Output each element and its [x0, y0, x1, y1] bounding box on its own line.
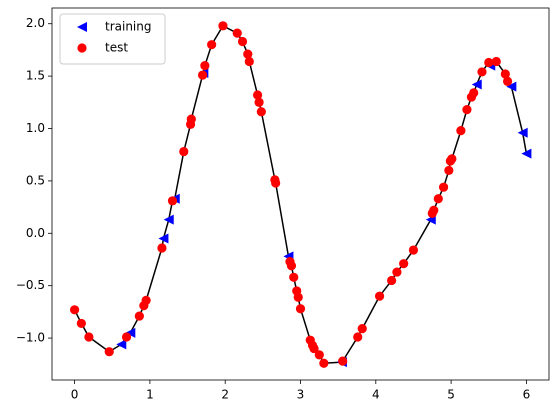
point: [121, 332, 132, 342]
point: [506, 81, 517, 92]
point: [353, 332, 363, 342]
x-tick-label: 1: [146, 388, 154, 402]
point: [471, 79, 482, 90]
x-tick-label: 2: [221, 388, 229, 402]
x-tick-label: 4: [372, 388, 380, 402]
point: [116, 339, 127, 350]
point: [158, 233, 169, 244]
point: [444, 165, 454, 176]
point: [314, 350, 324, 360]
point: [271, 178, 281, 188]
point: [293, 292, 303, 302]
point: [517, 127, 528, 138]
point: [399, 259, 409, 269]
point: [104, 347, 114, 357]
point: [157, 243, 167, 253]
legend-label: training: [105, 20, 152, 34]
plot-frame: [51, 7, 550, 381]
point: [141, 295, 151, 305]
point: [243, 49, 253, 59]
point: [338, 356, 348, 366]
point: [319, 358, 329, 368]
legend-label: test: [105, 41, 128, 55]
y-tick-label: 2.0: [26, 16, 45, 30]
x-tick-label: 5: [447, 388, 455, 402]
point: [357, 324, 367, 334]
point: [134, 311, 144, 321]
point: [237, 36, 248, 47]
point: [289, 272, 299, 282]
point: [438, 182, 449, 192]
point: [232, 28, 242, 38]
point: [500, 69, 510, 79]
point: [252, 90, 263, 100]
y-tick-label: −1.0: [16, 331, 45, 345]
y-tick-label: 1.5: [26, 69, 45, 83]
point: [200, 61, 210, 71]
point: [477, 67, 487, 77]
point: [456, 126, 466, 136]
point: [84, 332, 94, 342]
y-tick-label: 1.0: [26, 121, 45, 135]
point: [469, 88, 479, 98]
point: [198, 70, 208, 80]
x-tick-label: 3: [297, 388, 305, 402]
y-tick-label: 0.0: [26, 226, 45, 240]
point: [207, 40, 217, 50]
point: [295, 304, 306, 314]
point: [491, 56, 501, 67]
point: [76, 318, 86, 329]
point: [387, 275, 397, 286]
point: [433, 194, 443, 204]
point: [462, 105, 472, 115]
point: [256, 107, 266, 117]
point: [163, 214, 174, 225]
point: [309, 343, 319, 354]
point: [484, 57, 494, 68]
point: [408, 245, 419, 255]
point: [521, 148, 532, 159]
point: [125, 327, 136, 338]
point: [244, 56, 254, 67]
point: [218, 21, 228, 31]
x-tick-label: 6: [523, 388, 531, 402]
point: [286, 261, 297, 271]
point: [186, 114, 196, 124]
x-tick-label: 0: [71, 388, 79, 402]
legend-marker: [77, 43, 87, 53]
point: [179, 146, 189, 157]
point: [254, 97, 264, 107]
point: [447, 154, 457, 164]
point: [429, 205, 439, 215]
point: [69, 305, 80, 315]
y-tick-label: 0.5: [26, 173, 45, 187]
point: [167, 196, 178, 206]
point: [374, 291, 385, 301]
y-tick-label: −0.5: [16, 278, 45, 292]
point: [392, 267, 402, 277]
legend-marker: [77, 22, 87, 32]
point: [502, 76, 513, 86]
